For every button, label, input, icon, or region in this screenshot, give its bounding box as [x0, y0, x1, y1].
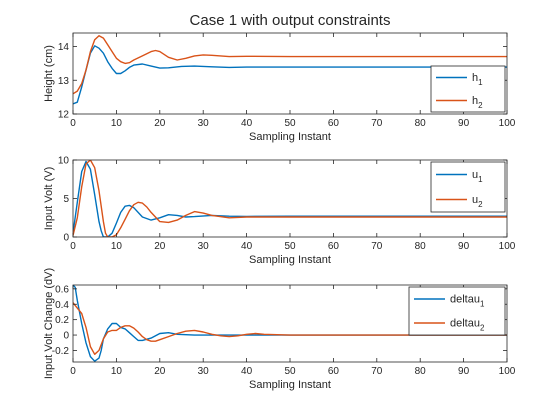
x-tick-label: 30 — [198, 241, 210, 252]
x-tick-label: 0 — [70, 118, 76, 129]
x-tick-label: 10 — [111, 118, 123, 129]
x-tick-label: 20 — [154, 241, 166, 252]
x-tick-label: 50 — [284, 366, 296, 377]
x-tick-label: 100 — [499, 118, 516, 129]
x-axis-label: Sampling Instant — [249, 379, 331, 391]
x-tick-label: 40 — [241, 241, 253, 252]
x-tick-label: 40 — [241, 118, 253, 129]
x-tick-label: 20 — [154, 366, 166, 377]
x-tick-label: 20 — [154, 118, 166, 129]
x-tick-label: 10 — [111, 241, 123, 252]
series-line-u2 — [73, 160, 507, 237]
x-tick-label: 30 — [198, 366, 210, 377]
x-axis-label: Sampling Instant — [249, 131, 331, 143]
x-tick-label: 60 — [328, 366, 340, 377]
series-group — [73, 285, 507, 362]
legend-entry-subscript: 1 — [478, 78, 483, 87]
legend-entry-subscript: 1 — [480, 300, 485, 309]
legend-entry-base: h — [472, 72, 478, 84]
x-tick-label: 0 — [70, 241, 76, 252]
series-line-h1 — [73, 45, 507, 105]
y-tick-label: 0.2 — [55, 315, 69, 326]
series-group — [73, 160, 507, 237]
legend-entry-subscript: 1 — [478, 175, 483, 184]
y-tick-label: 14 — [58, 42, 70, 53]
legend-box — [430, 161, 506, 213]
legend-entry-base: u — [472, 169, 478, 181]
series-line-u1 — [73, 160, 507, 237]
x-tick-label: 70 — [371, 366, 383, 377]
y-axis-label: Height (cm) — [43, 45, 55, 102]
y-tick-label: 0 — [63, 331, 69, 342]
x-tick-label: 70 — [371, 118, 383, 129]
legend-entry-subscript: 2 — [478, 200, 483, 209]
legend-entry-subscript: 2 — [478, 101, 483, 110]
series-line-deltau2 — [73, 302, 507, 355]
y-tick-label: 13 — [58, 76, 70, 87]
y-tick-label: 10 — [58, 156, 70, 167]
x-tick-label: 100 — [499, 241, 516, 252]
legend-entry-2: h2 — [472, 95, 483, 110]
legend-entry-2: deltau2 — [450, 318, 485, 333]
x-tick-label: 60 — [328, 241, 340, 252]
legend-entry-base: deltau — [450, 294, 480, 306]
y-tick-label: 5 — [63, 194, 69, 205]
x-tick-label: 80 — [415, 118, 427, 129]
legend-entry-subscript: 2 — [480, 324, 485, 333]
figure-title: Case 1 with output constraints — [190, 12, 391, 29]
x-axis-label: Sampling Instant — [249, 254, 331, 266]
legend-box — [408, 286, 506, 336]
series-line-h2 — [73, 35, 507, 95]
x-tick-label: 50 — [284, 118, 296, 129]
legend-entry-base: deltau — [450, 318, 480, 330]
legend-entry-2: u2 — [472, 194, 483, 209]
x-tick-label: 100 — [499, 366, 516, 377]
y-tick-label: 0.6 — [55, 284, 69, 295]
y-tick-label: 0.4 — [55, 300, 69, 311]
x-tick-label: 70 — [371, 241, 383, 252]
y-axis-label: Input Volt Change (dV) — [43, 268, 55, 379]
x-tick-label: 90 — [458, 241, 470, 252]
subplot-3: 0 10 20 30 40 50 60 70 80 90 100-0.200.20.40.6Samp… — [43, 268, 516, 391]
x-tick-label: 0 — [70, 366, 76, 377]
legend-box — [430, 65, 506, 113]
x-tick-label: 80 — [415, 366, 427, 377]
y-tick-label: -0.2 — [52, 346, 70, 357]
x-tick-label: 90 — [458, 118, 470, 129]
x-tick-label: 60 — [328, 118, 340, 129]
x-tick-label: 50 — [284, 241, 296, 252]
y-tick-label: 0 — [63, 233, 69, 244]
legend-entry-base: h — [472, 95, 478, 107]
x-tick-label: 80 — [415, 241, 427, 252]
legend-entry-base: u — [472, 194, 478, 206]
x-tick-label: 30 — [198, 118, 210, 129]
y-axis-label: Input Volt (V) — [43, 167, 55, 231]
x-tick-label: 90 — [458, 366, 470, 377]
x-tick-label: 10 — [111, 366, 123, 377]
y-tick-label: 12 — [58, 110, 70, 121]
subplot-2: 0 10 20 30 40 50 60 70 80 90 100 0 5 10 Sampling Insta… — [43, 156, 516, 267]
series-group — [73, 35, 507, 105]
legend-entry-1: deltau1 — [450, 294, 485, 309]
x-tick-label: 40 — [241, 366, 253, 377]
legend-entry-1: h1 — [472, 72, 483, 87]
legend-entry-1: u1 — [472, 169, 483, 184]
